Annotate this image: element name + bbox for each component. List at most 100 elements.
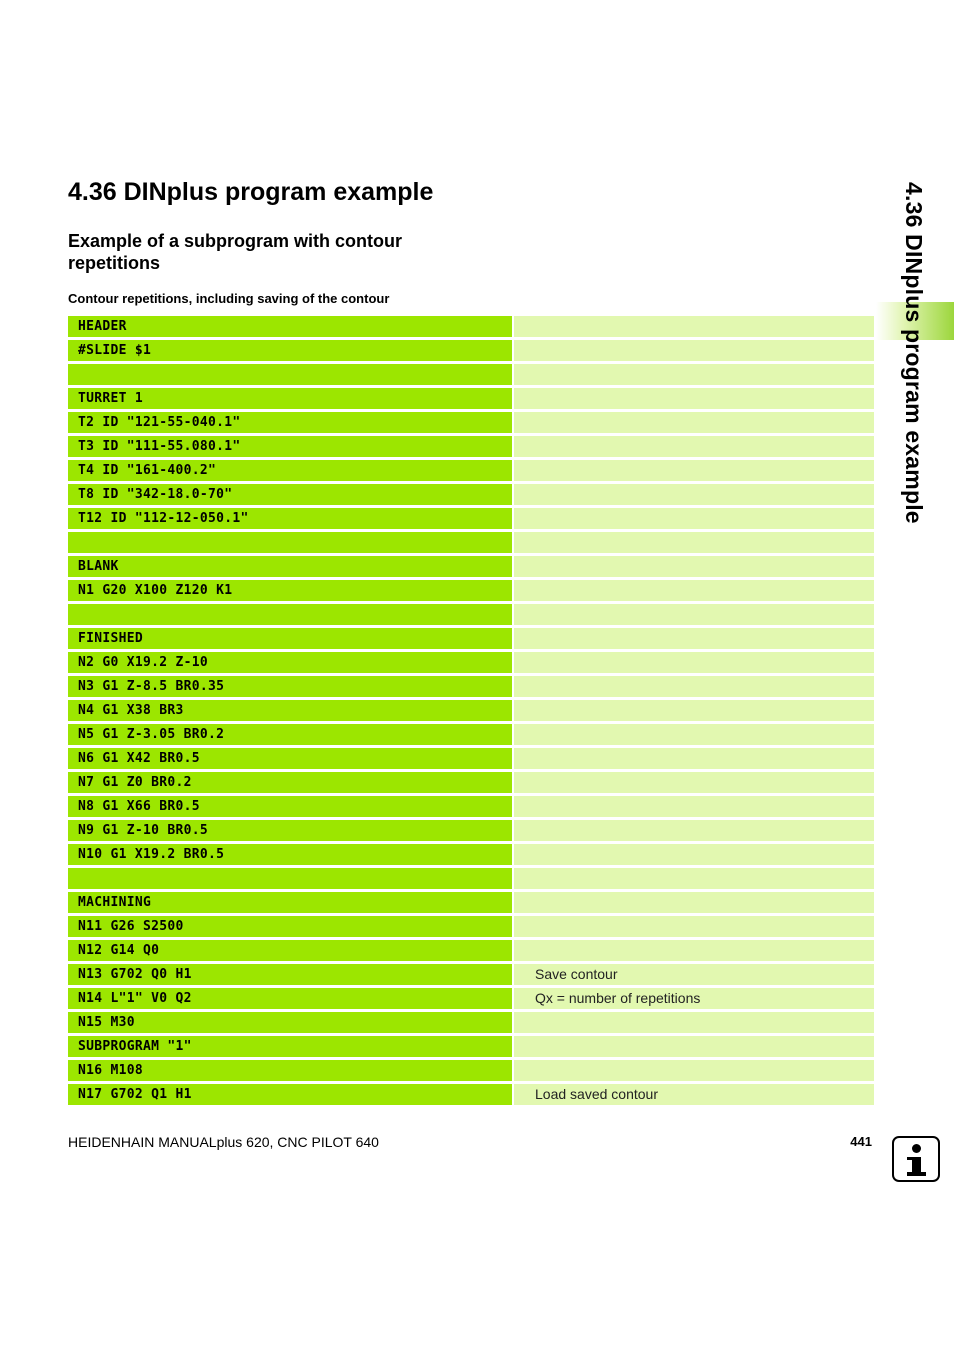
program-comment-cell: [514, 844, 874, 865]
program-code-cell: T3 ID "111-55.080.1": [68, 436, 512, 457]
program-comment-cell: [514, 916, 874, 937]
program-row: T8 ID "342-18.0-70": [68, 484, 874, 505]
program-comment-cell: [514, 748, 874, 769]
program-comment-cell: [514, 1036, 874, 1057]
program-comment-cell: [514, 484, 874, 505]
info-icon-serif-bottom: [907, 1172, 926, 1176]
cell-divider: [512, 1012, 514, 1033]
cell-divider: [512, 628, 514, 649]
program-comment-cell: [514, 892, 874, 913]
cell-divider: [512, 1084, 514, 1105]
cell-divider: [512, 748, 514, 769]
cell-divider: [512, 676, 514, 697]
program-row: N10 G1 X19.2 BR0.5: [68, 844, 874, 865]
cell-divider: [512, 892, 514, 913]
program-code-cell: N4 G1 X38 BR3: [68, 700, 512, 721]
program-row: N3 G1 Z-8.5 BR0.35: [68, 676, 874, 697]
program-comment-cell: [514, 436, 874, 457]
program-comment-cell: [514, 724, 874, 745]
program-row: N14 L"1" V0 Q2 Qx = number of repetitions: [68, 988, 874, 1009]
program-comment-cell: [514, 940, 874, 961]
cell-divider: [512, 1036, 514, 1057]
program-comment-cell: [514, 340, 874, 361]
cell-divider: [512, 508, 514, 529]
program-row: N5 G1 Z-3.05 BR0.2: [68, 724, 874, 745]
program-row: HEADER: [68, 316, 874, 337]
program-comment-cell: [514, 556, 874, 577]
program-comment-cell: Qx = number of repetitions: [514, 988, 874, 1009]
program-comment-cell: [514, 508, 874, 529]
info-icon-stem: [912, 1157, 921, 1174]
program-row: [68, 532, 874, 553]
program-row: N1 G20 X100 Z120 K1: [68, 580, 874, 601]
cell-divider: [512, 316, 514, 337]
program-code-cell: N11 G26 S2500: [68, 916, 512, 937]
side-tab: 4.36 DINplus program example: [898, 182, 930, 562]
cell-divider: [512, 484, 514, 505]
cell-divider: [512, 460, 514, 481]
cell-divider: [512, 1060, 514, 1081]
program-comment-cell: [514, 628, 874, 649]
program-code-cell: N15 M30: [68, 1012, 512, 1033]
program-code-cell: FINISHED: [68, 628, 512, 649]
side-tab-title: 4.36 DINplus program example: [901, 182, 927, 524]
cell-divider: [512, 844, 514, 865]
program-code-cell: N13 G702 Q0 H1: [68, 964, 512, 985]
cell-divider: [512, 868, 514, 889]
program-row: [68, 868, 874, 889]
footer-manual-title: HEIDENHAIN MANUALplus 620, CNC PILOT 640: [68, 1134, 379, 1150]
program-row: N11 G26 S2500: [68, 916, 874, 937]
program-code-cell: TURRET 1: [68, 388, 512, 409]
cell-divider: [512, 940, 514, 961]
program-row: N6 G1 X42 BR0.5: [68, 748, 874, 769]
program-code-cell: [68, 604, 512, 625]
program-code-cell: T4 ID "161-400.2": [68, 460, 512, 481]
side-tab-accent: [876, 302, 954, 340]
program-code-cell: N16 M108: [68, 1060, 512, 1081]
program-row: T4 ID "161-400.2": [68, 460, 874, 481]
program-code-cell: N9 G1 Z-10 BR0.5: [68, 820, 512, 841]
program-code-cell: SUBPROGRAM "1": [68, 1036, 512, 1057]
program-row: N13 G702 Q0 H1 Save contour: [68, 964, 874, 985]
program-row: T2 ID "121-55-040.1": [68, 412, 874, 433]
cell-divider: [512, 340, 514, 361]
program-comment-cell: [514, 412, 874, 433]
program-code-cell: T2 ID "121-55-040.1": [68, 412, 512, 433]
program-code-cell: [68, 868, 512, 889]
info-icon-serif-top: [907, 1157, 913, 1160]
cell-divider: [512, 412, 514, 433]
cell-divider: [512, 916, 514, 937]
program-comment-cell: Save contour: [514, 964, 874, 985]
program-comment-cell: [514, 1060, 874, 1081]
program-row: N16 M108: [68, 1060, 874, 1081]
program-row: MACHINING: [68, 892, 874, 913]
program-row: N9 G1 Z-10 BR0.5: [68, 820, 874, 841]
cell-divider: [512, 604, 514, 625]
cell-divider: [512, 820, 514, 841]
cell-divider: [512, 364, 514, 385]
program-code-cell: N6 G1 X42 BR0.5: [68, 748, 512, 769]
cell-divider: [512, 700, 514, 721]
section-title: 4.36 DINplus program example: [68, 178, 434, 206]
cell-divider: [512, 772, 514, 793]
program-comment-cell: [514, 820, 874, 841]
program-comment-cell: [514, 652, 874, 673]
program-code-cell: BLANK: [68, 556, 512, 577]
program-code-cell: #SLIDE $1: [68, 340, 512, 361]
subsection-title: Example of a subprogram with contour rep…: [68, 231, 403, 273]
program-code-cell: N2 G0 X19.2 Z-10: [68, 652, 512, 673]
program-row: [68, 364, 874, 385]
program-code-cell: N17 G702 Q1 H1: [68, 1084, 512, 1105]
program-comment-cell: [514, 316, 874, 337]
page-number: 441: [850, 1134, 872, 1149]
cell-divider: [512, 652, 514, 673]
program-row: TURRET 1: [68, 388, 874, 409]
program-row: N12 G14 Q0: [68, 940, 874, 961]
program-comment-cell: [514, 772, 874, 793]
program-row: SUBPROGRAM "1": [68, 1036, 874, 1057]
program-comment-cell: [514, 604, 874, 625]
program-code-cell: N14 L"1" V0 Q2: [68, 988, 512, 1009]
program-row: T3 ID "111-55.080.1": [68, 436, 874, 457]
program-comment-cell: [514, 364, 874, 385]
program-table: HEADER #SLIDE $1 TURRET 1 T2 ID "121-55-040…: [68, 316, 874, 1108]
